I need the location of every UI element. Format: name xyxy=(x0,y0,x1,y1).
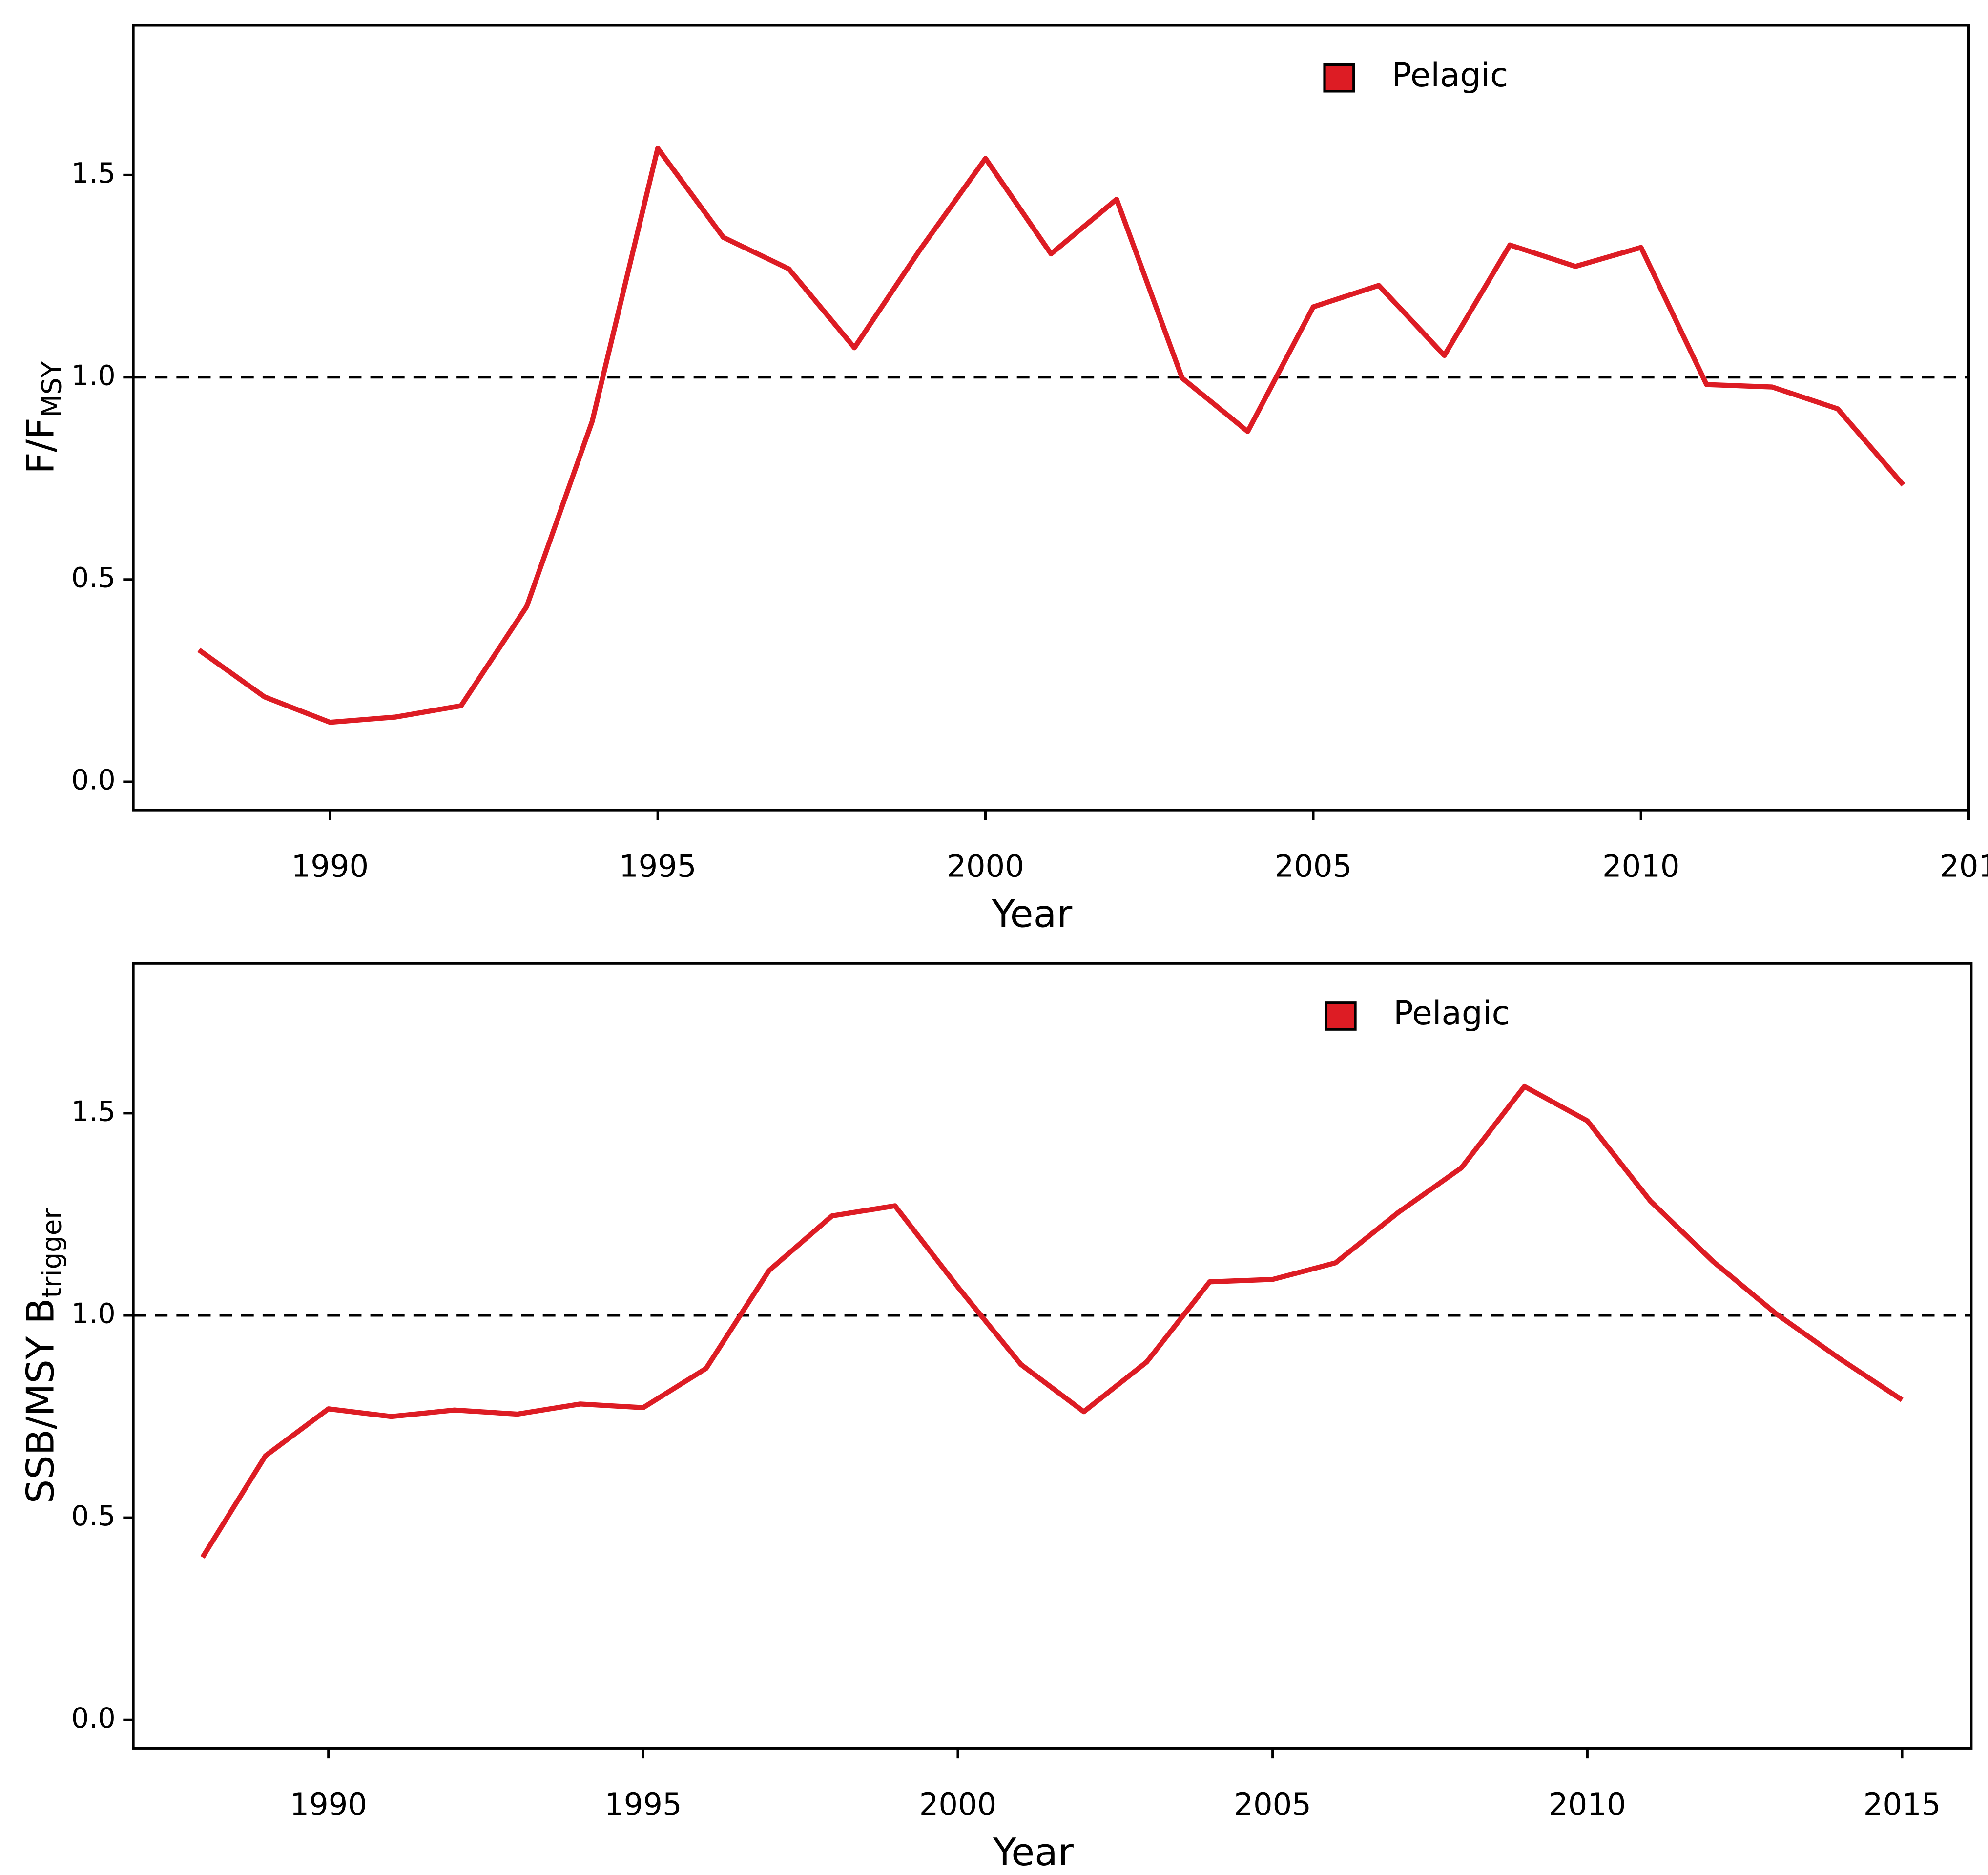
x-tick-label: 2010 xyxy=(1602,849,1680,884)
y-tick-label: 0.5 xyxy=(71,1500,116,1532)
y-axis-label-main: F/F xyxy=(19,417,63,474)
x-tick-label: 201 xyxy=(1940,849,1988,884)
x-tick-label: 2005 xyxy=(1275,849,1352,884)
x-tick-label: 1995 xyxy=(604,1787,682,1822)
legend-label: Pelagic xyxy=(1393,994,1510,1032)
legend-label: Pelagic xyxy=(1392,56,1509,94)
y-axis-label-main: SSB/MSY B xyxy=(19,1298,63,1503)
x-tick-label: 2000 xyxy=(919,1787,997,1822)
x-axis-label: Year xyxy=(991,893,1073,937)
x-tick-label: 1990 xyxy=(291,849,369,884)
y-tick-label: 1.5 xyxy=(71,157,116,189)
data-line xyxy=(200,1083,1904,1559)
x-tick-label: 2010 xyxy=(1549,1787,1626,1822)
y-axis-label-sub: trigger xyxy=(36,1208,67,1298)
data-line xyxy=(197,146,1905,725)
x-axis-label: Year xyxy=(993,1831,1074,1875)
y-tick-label: 1.5 xyxy=(71,1095,116,1127)
legend-swatch xyxy=(1323,63,1355,93)
y-tick-label: 0.0 xyxy=(71,1702,116,1734)
x-tick-label: 2015 xyxy=(1864,1787,1941,1822)
y-tick-label: 0.5 xyxy=(71,562,116,594)
x-tick-label: 1990 xyxy=(290,1787,367,1822)
y-tick-label: 1.0 xyxy=(71,1298,116,1330)
plot-frame xyxy=(132,962,1973,1750)
y-axis-label: SSB/MSY Btrigger xyxy=(19,1208,67,1504)
y-tick-label: 1.0 xyxy=(71,359,116,392)
x-tick-label: 2000 xyxy=(947,849,1024,884)
plot-frame xyxy=(132,24,1970,812)
y-axis-label: F/FMSY xyxy=(19,361,67,474)
x-tick-label: 1995 xyxy=(619,849,697,884)
y-axis-label-sub: MSY xyxy=(36,361,67,417)
legend-swatch xyxy=(1325,1001,1357,1031)
x-tick-label: 2005 xyxy=(1234,1787,1311,1822)
y-tick-label: 0.0 xyxy=(71,764,116,796)
